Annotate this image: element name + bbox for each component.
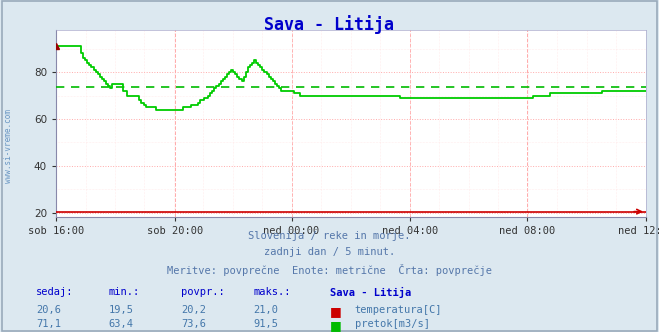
Text: pretok[m3/s]: pretok[m3/s] (355, 319, 430, 329)
Text: min.:: min.: (109, 287, 140, 297)
Text: 71,1: 71,1 (36, 319, 61, 329)
Text: 63,4: 63,4 (109, 319, 134, 329)
Text: temperatura[C]: temperatura[C] (355, 305, 442, 315)
Text: ■: ■ (330, 305, 341, 318)
Text: Meritve: povprečne  Enote: metrične  Črta: povprečje: Meritve: povprečne Enote: metrične Črta:… (167, 264, 492, 276)
Text: Sava - Litija: Sava - Litija (330, 287, 411, 298)
Text: Sava - Litija: Sava - Litija (264, 15, 395, 34)
Text: povpr.:: povpr.: (181, 287, 225, 297)
Text: 19,5: 19,5 (109, 305, 134, 315)
Text: 73,6: 73,6 (181, 319, 206, 329)
Text: zadnji dan / 5 minut.: zadnji dan / 5 minut. (264, 247, 395, 257)
Text: 20,6: 20,6 (36, 305, 61, 315)
Text: 21,0: 21,0 (254, 305, 279, 315)
Text: sedaj:: sedaj: (36, 287, 74, 297)
Text: ■: ■ (330, 319, 341, 332)
Text: Slovenija / reke in morje.: Slovenija / reke in morje. (248, 231, 411, 241)
Text: www.si-vreme.com: www.si-vreme.com (4, 109, 13, 183)
Text: 91,5: 91,5 (254, 319, 279, 329)
Text: maks.:: maks.: (254, 287, 291, 297)
Text: 20,2: 20,2 (181, 305, 206, 315)
